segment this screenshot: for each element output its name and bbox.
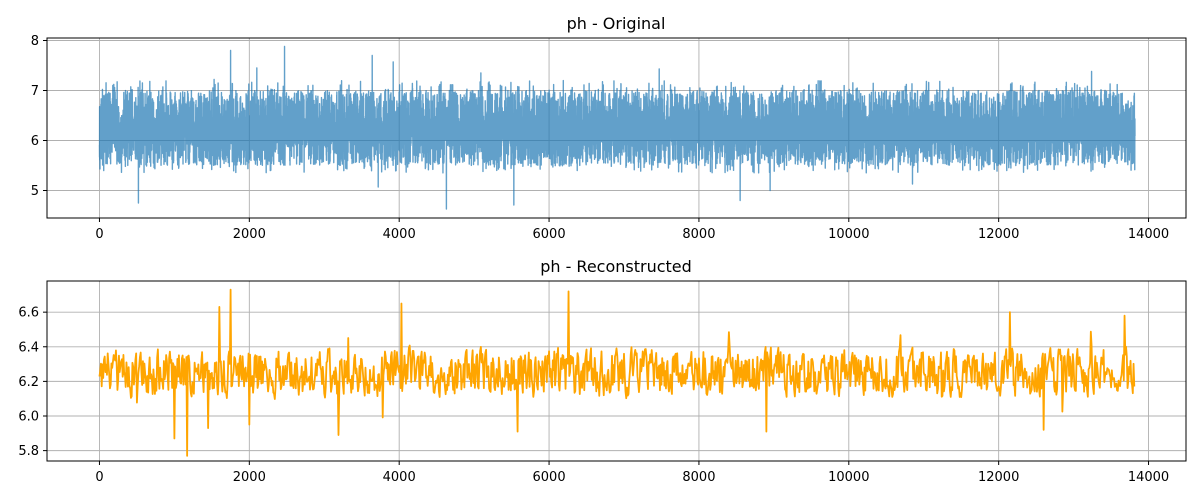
x-tick-label-reconstructed-0: 0 (95, 470, 103, 485)
axes-frame-reconstructed (46, 280, 1187, 462)
y-tick-label-reconstructed-3: 6.4 (18, 340, 39, 355)
x-tick-label-original-1: 2000 (233, 227, 266, 242)
x-tick-label-original-5: 10000 (828, 227, 869, 242)
x-tick-label-original-3: 6000 (533, 227, 566, 242)
y-tick-label-reconstructed-1: 6.0 (18, 410, 39, 425)
y-tick-label-original-1: 6 (31, 134, 39, 149)
x-tick-label-original-7: 14000 (1128, 227, 1169, 242)
x-tick-label-reconstructed-1: 2000 (233, 470, 266, 485)
y-tick-label-reconstructed-2: 6.2 (18, 375, 39, 390)
chart-original: 0 2000 4000 6000 8000 10000 12000 14000 5 6 7 8 ph -… (31, 14, 1187, 242)
series-line-original (98, 45, 1136, 210)
chart-reconstructed: 0 2000 4000 6000 8000 10000 12000 14000 5.8 6.0 6.… (18, 257, 1187, 485)
axes-frame-original (46, 37, 1187, 219)
x-tick-label-reconstructed-2: 4000 (383, 470, 416, 485)
series-line-reconstructed (98, 288, 1136, 457)
chart-title-reconstructed: ph - Reconstructed (540, 257, 692, 276)
x-tick-label-reconstructed-7: 14000 (1128, 470, 1169, 485)
y-tick-label-reconstructed-0: 5.8 (18, 444, 39, 459)
x-tick-label-reconstructed-4: 8000 (682, 470, 715, 485)
chart-title-original: ph - Original (567, 14, 666, 33)
x-tick-label-reconstructed-3: 6000 (533, 470, 566, 485)
x-tick-label-original-6: 12000 (978, 227, 1019, 242)
y-tick-label-original-2: 7 (31, 84, 39, 99)
y-tick-label-original-3: 8 (31, 34, 39, 49)
y-tick-label-reconstructed-4: 6.6 (18, 306, 39, 321)
x-tick-label-original-2: 4000 (383, 227, 416, 242)
y-tick-label-original-0: 5 (31, 184, 39, 199)
x-tick-label-original-4: 8000 (682, 227, 715, 242)
x-tick-label-original-0: 0 (95, 227, 103, 242)
x-tick-label-reconstructed-5: 10000 (828, 470, 869, 485)
x-tick-label-reconstructed-6: 12000 (978, 470, 1019, 485)
